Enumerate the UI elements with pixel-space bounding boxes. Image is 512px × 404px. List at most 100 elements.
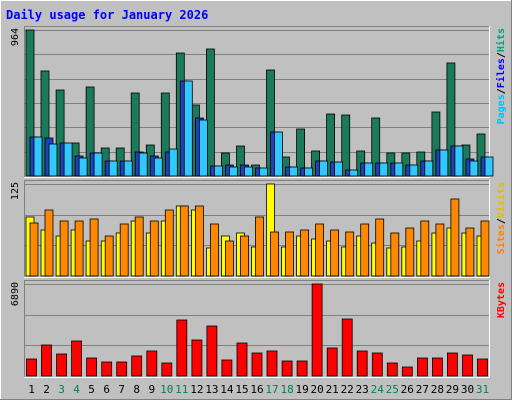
bar-pages-day-3 [63,142,73,177]
day-label-4: 4 [73,383,80,396]
bar-kbytes-day-26 [401,366,413,377]
day-labels-group: 1 2 3 4 5 6 7 8 9 10 11 12 13 14 15 16 17 18 19 20 21 22 23 24 2… [28,383,489,396]
day-label-19: 19 [295,383,308,396]
legend-files: Files [495,58,507,88]
bar-kbytes-day-6 [101,361,113,377]
bar-sites-day-22 [345,231,355,277]
y-max-label: 125 [10,182,21,200]
day-label-15: 15 [235,383,248,396]
bar-kbytes-day-18 [281,360,293,377]
bar-pages-day-26 [409,164,419,177]
bar-sites-day-12 [194,205,204,277]
panel-legend: Pages/Files/Hits [495,28,507,124]
day-label-26: 26 [401,383,414,396]
day-label-28: 28 [431,383,444,396]
bar-sites-day-28 [435,223,445,277]
bar-pages-day-11 [183,80,193,177]
day-label-23: 23 [356,383,369,396]
bar-kbytes-day-12 [191,339,203,377]
bar-pages-day-10 [168,148,178,177]
bar-sites-day-24 [375,218,385,277]
bar-sites-day-17 [270,231,279,277]
bar-sites-day-25 [390,232,400,277]
bar-kbytes-day-25 [386,362,398,377]
day-label-1: 1 [28,383,35,396]
bar-kbytes-day-3 [56,353,67,377]
bar-kbytes-day-8 [131,355,143,377]
bar-sites-day-16 [255,216,264,277]
panel-legend: Sites/Visits [495,182,507,254]
panel-visits-sites: 125 Sites/Visits [10,180,507,278]
bar-sites-day-1 [29,222,39,277]
bar-sites-day-31 [480,220,490,277]
bar-sites-day-14 [224,240,234,277]
chart-title: Daily usage for January 2026 [6,8,208,22]
bar-pages-day-6 [108,160,118,177]
bar-kbytes-day-1 [26,358,37,377]
bar-pages-day-19 [304,167,314,177]
bar-sites-day-2 [44,209,54,277]
legend-sites: Sites [495,224,507,254]
bar-sites-day-26 [405,227,415,277]
bar-pages-day-1 [33,136,43,177]
series-kbytes [26,283,488,377]
day-label-30: 30 [461,383,474,396]
bar-pages-day-25 [394,162,404,177]
bar-sites-day-20 [315,223,325,277]
bar-pages-day-15 [244,166,253,177]
bar-kbytes-day-4 [71,340,82,377]
bar-sites-day-5 [89,218,99,277]
bar-sites-day-11 [179,205,189,277]
bar-kbytes-day-7 [116,361,128,377]
bar-pages-day-8 [138,152,148,177]
bar-kbytes-day-13 [206,325,218,377]
bar-sites-day-3 [59,220,69,277]
series-pages [33,80,494,177]
bar-sites-day-7 [119,223,129,277]
legend-separator: / [496,88,507,94]
bar-kbytes-day-9 [146,350,158,377]
bar-kbytes-day-16 [251,352,263,377]
legend-pages: Pages [496,94,507,124]
day-label-6: 6 [103,383,110,396]
bar-pages-day-31 [484,156,494,177]
bar-sites-day-10 [164,209,174,277]
bar-pages-day-12 [198,119,208,177]
bar-sites-day-13 [209,223,219,277]
bar-sites-day-18 [285,231,294,277]
day-label-3: 3 [58,383,65,396]
bar-sites-day-19 [300,229,310,277]
series-sites [29,198,490,277]
bar-sites-day-8 [134,216,144,277]
legend-kbytes: KBytes [496,282,507,318]
day-label-25: 25 [386,383,399,396]
bar-pages-day-14 [228,166,238,177]
bar-kbytes-day-21 [326,347,338,377]
bar-pages-day-27 [424,160,434,177]
bar-kbytes-day-11 [176,319,188,377]
day-label-13: 13 [205,383,218,396]
bar-kbytes-day-31 [477,358,488,377]
day-label-22: 22 [341,383,354,396]
bar-kbytes-day-15 [236,342,248,377]
bar-pages-day-5 [93,152,103,177]
bar-kbytes-day-19 [296,360,308,377]
bar-sites-day-15 [240,235,249,277]
y-max-label: 964 [10,28,21,46]
y-max-label: 6890 [10,282,21,306]
bar-kbytes-day-14 [221,359,233,377]
bar-sites-day-30 [465,227,475,277]
legend-hits: Hits [495,28,507,52]
day-label-18: 18 [280,383,293,396]
bar-kbytes-day-2 [41,344,52,377]
bar-pages-day-18 [289,166,298,177]
bar-sites-day-27 [420,220,430,277]
day-label-10: 10 [160,383,173,396]
day-label-2: 2 [43,383,50,396]
bar-pages-day-16 [259,167,268,177]
day-label-8: 8 [133,383,140,396]
